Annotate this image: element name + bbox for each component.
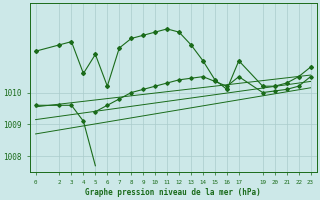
X-axis label: Graphe pression niveau de la mer (hPa): Graphe pression niveau de la mer (hPa) <box>85 188 261 197</box>
